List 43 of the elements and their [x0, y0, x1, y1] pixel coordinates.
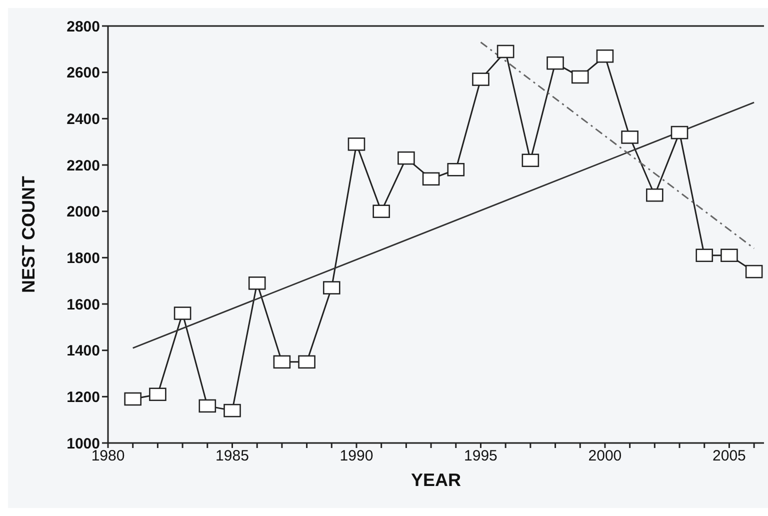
point — [124, 392, 142, 406]
point — [745, 264, 763, 278]
y-tick-label: 1400 — [66, 342, 100, 360]
y-tick-label: 2600 — [66, 64, 100, 82]
x-tick-label: 1995 — [464, 448, 498, 465]
point — [621, 130, 638, 144]
point — [348, 138, 366, 151]
y-tick-label: 1600 — [66, 296, 100, 314]
point — [273, 355, 291, 369]
y-axis-title: NEST COUNT — [18, 176, 38, 293]
point — [546, 56, 564, 70]
point — [522, 154, 540, 168]
x-axis-title: YEAR — [410, 470, 462, 490]
point — [248, 276, 266, 290]
point — [149, 388, 166, 401]
y-tick-label: 1800 — [66, 250, 100, 267]
point — [198, 399, 216, 413]
point — [696, 248, 714, 262]
point — [372, 204, 390, 218]
point — [472, 72, 490, 86]
x-tick-label: 1980 — [91, 448, 125, 465]
x-tick-label: 2005 — [712, 448, 746, 465]
point — [670, 126, 688, 140]
point — [398, 151, 415, 165]
x-tick-label: 1985 — [216, 448, 249, 465]
point — [720, 248, 738, 262]
y-tick-label: 2800 — [66, 18, 100, 36]
point — [298, 355, 316, 369]
y-tick-label: 2400 — [66, 110, 100, 128]
x-tick-label: 2000 — [588, 448, 622, 465]
point — [174, 306, 192, 320]
y-tick-label: 2000 — [66, 204, 100, 221]
point — [224, 404, 241, 418]
point — [447, 162, 465, 176]
y-tick-label: 1200 — [66, 388, 100, 406]
point — [422, 172, 440, 186]
point — [646, 188, 664, 202]
point — [571, 70, 589, 84]
point — [322, 281, 340, 294]
point — [496, 44, 514, 58]
y-tick-label: 2200 — [66, 157, 100, 174]
point — [596, 49, 614, 63]
x-tick-label: 1990 — [340, 448, 374, 465]
